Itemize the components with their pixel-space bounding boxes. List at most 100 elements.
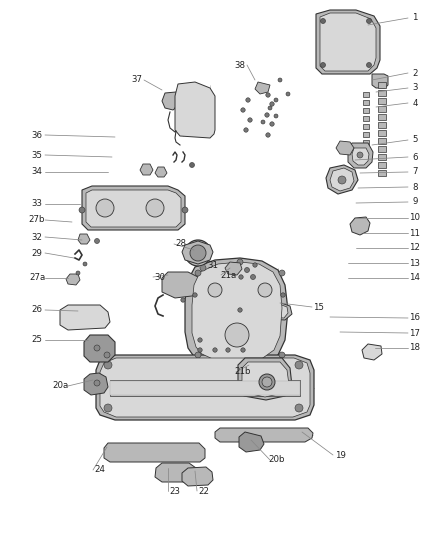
Circle shape: [198, 338, 202, 342]
Polygon shape: [352, 148, 369, 165]
Circle shape: [244, 128, 248, 132]
Circle shape: [241, 108, 245, 112]
Polygon shape: [372, 74, 388, 88]
Polygon shape: [248, 302, 292, 320]
Polygon shape: [350, 217, 370, 235]
Bar: [110, 381, 300, 395]
Circle shape: [185, 240, 211, 266]
Circle shape: [208, 283, 222, 297]
Circle shape: [181, 298, 185, 302]
Text: 34: 34: [32, 167, 42, 176]
Circle shape: [367, 19, 371, 23]
Polygon shape: [162, 272, 205, 298]
Polygon shape: [84, 373, 108, 395]
Text: 12: 12: [410, 244, 420, 253]
Circle shape: [258, 283, 272, 297]
Circle shape: [198, 348, 202, 352]
Text: 21a: 21a: [220, 271, 236, 279]
Circle shape: [96, 199, 114, 217]
Polygon shape: [155, 167, 167, 177]
Circle shape: [295, 404, 303, 412]
Bar: [363, 140, 369, 145]
Text: 19: 19: [335, 450, 346, 459]
Text: 38: 38: [234, 61, 246, 69]
Text: 33: 33: [32, 199, 42, 208]
Text: 18: 18: [410, 343, 420, 352]
Polygon shape: [84, 335, 115, 362]
Circle shape: [251, 274, 255, 279]
Text: 28: 28: [176, 239, 187, 248]
Text: 29: 29: [32, 248, 42, 257]
Polygon shape: [162, 92, 180, 110]
Polygon shape: [362, 344, 382, 360]
Polygon shape: [336, 141, 354, 155]
Polygon shape: [316, 10, 380, 74]
Polygon shape: [182, 467, 213, 486]
Circle shape: [270, 122, 274, 126]
Circle shape: [265, 113, 269, 117]
Circle shape: [195, 352, 201, 358]
Text: 3: 3: [412, 84, 418, 93]
Text: 17: 17: [410, 328, 420, 337]
Bar: [363, 132, 369, 137]
Text: 24: 24: [95, 465, 106, 474]
Text: 26: 26: [32, 305, 42, 314]
Polygon shape: [225, 262, 242, 275]
Polygon shape: [330, 168, 354, 191]
Bar: [363, 100, 369, 105]
Polygon shape: [185, 258, 288, 368]
Circle shape: [239, 275, 243, 279]
Text: 11: 11: [410, 229, 420, 238]
Text: 20b: 20b: [269, 456, 285, 464]
Circle shape: [259, 374, 275, 390]
Circle shape: [262, 377, 272, 387]
Text: 32: 32: [32, 232, 42, 241]
Polygon shape: [182, 241, 213, 264]
Text: 23: 23: [170, 487, 180, 496]
Circle shape: [94, 380, 100, 386]
Circle shape: [94, 345, 100, 351]
Bar: [363, 124, 369, 129]
Polygon shape: [100, 358, 310, 417]
Text: 37: 37: [131, 76, 142, 85]
Text: 14: 14: [410, 273, 420, 282]
Bar: [378, 98, 386, 104]
Polygon shape: [192, 262, 282, 362]
Circle shape: [253, 263, 257, 267]
Polygon shape: [215, 428, 313, 442]
Text: 7: 7: [412, 167, 418, 176]
Polygon shape: [238, 358, 292, 400]
Bar: [378, 146, 386, 152]
Text: 1: 1: [412, 13, 418, 22]
Text: 27a: 27a: [29, 273, 45, 282]
Circle shape: [261, 120, 265, 124]
Circle shape: [104, 404, 112, 412]
Circle shape: [104, 361, 112, 369]
Text: 6: 6: [412, 152, 418, 161]
Circle shape: [279, 352, 285, 358]
Polygon shape: [239, 432, 264, 452]
Text: 13: 13: [410, 259, 420, 268]
Text: 16: 16: [410, 313, 420, 322]
Polygon shape: [86, 190, 181, 227]
Polygon shape: [348, 143, 373, 168]
Circle shape: [295, 361, 303, 369]
Circle shape: [274, 98, 278, 102]
Circle shape: [266, 133, 270, 137]
Bar: [363, 108, 369, 113]
Circle shape: [230, 263, 234, 267]
Polygon shape: [175, 82, 215, 138]
Circle shape: [104, 352, 110, 358]
Text: 31: 31: [208, 261, 219, 270]
Circle shape: [83, 262, 87, 266]
Text: 5: 5: [412, 135, 418, 144]
Polygon shape: [190, 360, 220, 385]
Text: 8: 8: [412, 182, 418, 191]
Bar: [378, 170, 386, 176]
Bar: [378, 122, 386, 128]
Bar: [363, 92, 369, 97]
Circle shape: [241, 348, 245, 352]
Circle shape: [95, 238, 99, 244]
Circle shape: [190, 245, 206, 261]
Text: 4: 4: [412, 99, 418, 108]
